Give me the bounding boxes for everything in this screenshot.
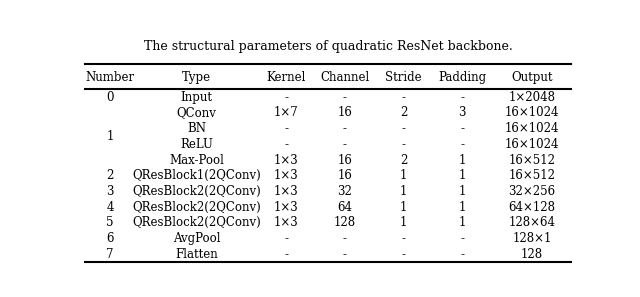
Text: Flatten: Flatten xyxy=(175,248,218,261)
Text: QResBlock2(2QConv): QResBlock2(2QConv) xyxy=(132,200,261,214)
Text: 3: 3 xyxy=(106,185,114,198)
Text: Number: Number xyxy=(86,71,134,84)
Text: -: - xyxy=(343,248,347,261)
Text: 1: 1 xyxy=(458,185,466,198)
Text: 1×3: 1×3 xyxy=(274,200,298,214)
Text: 1: 1 xyxy=(106,130,114,143)
Text: Kernel: Kernel xyxy=(266,71,306,84)
Text: 128: 128 xyxy=(333,216,356,229)
Text: -: - xyxy=(343,122,347,135)
Text: 128×1: 128×1 xyxy=(512,232,552,245)
Text: 1: 1 xyxy=(458,154,466,167)
Text: 32×256: 32×256 xyxy=(508,185,556,198)
Text: -: - xyxy=(401,232,405,245)
Text: 1: 1 xyxy=(400,216,407,229)
Text: -: - xyxy=(460,232,464,245)
Text: -: - xyxy=(401,138,405,151)
Text: 16: 16 xyxy=(337,154,352,167)
Text: 2: 2 xyxy=(106,169,114,182)
Text: 1: 1 xyxy=(458,200,466,214)
Text: Input: Input xyxy=(180,91,212,104)
Text: -: - xyxy=(401,122,405,135)
Text: 1: 1 xyxy=(400,169,407,182)
Text: 7: 7 xyxy=(106,248,114,261)
Text: 2: 2 xyxy=(400,106,407,119)
Text: Stride: Stride xyxy=(385,71,422,84)
Text: Type: Type xyxy=(182,71,211,84)
Text: 16×1024: 16×1024 xyxy=(505,122,559,135)
Text: 0: 0 xyxy=(106,91,114,104)
Text: 1: 1 xyxy=(400,200,407,214)
Text: QResBlock1(2QConv): QResBlock1(2QConv) xyxy=(132,169,261,182)
Text: The structural parameters of quadratic ResNet backbone.: The structural parameters of quadratic R… xyxy=(143,40,513,53)
Text: -: - xyxy=(343,138,347,151)
Text: -: - xyxy=(284,122,288,135)
Text: 1×3: 1×3 xyxy=(274,154,298,167)
Text: QConv: QConv xyxy=(177,106,217,119)
Text: 1×3: 1×3 xyxy=(274,216,298,229)
Text: -: - xyxy=(284,91,288,104)
Text: 2: 2 xyxy=(400,154,407,167)
Text: -: - xyxy=(343,91,347,104)
Text: BN: BN xyxy=(188,122,206,135)
Text: 5: 5 xyxy=(106,216,114,229)
Text: -: - xyxy=(401,91,405,104)
Text: 6: 6 xyxy=(106,232,114,245)
Text: 1×3: 1×3 xyxy=(274,185,298,198)
Text: -: - xyxy=(284,138,288,151)
Text: Padding: Padding xyxy=(438,71,486,84)
Text: ReLU: ReLU xyxy=(180,138,213,151)
Text: AvgPool: AvgPool xyxy=(173,232,220,245)
Text: Output: Output xyxy=(511,71,553,84)
Text: -: - xyxy=(284,232,288,245)
Text: QResBlock2(2QConv): QResBlock2(2QConv) xyxy=(132,216,261,229)
Text: 16×1024: 16×1024 xyxy=(505,106,559,119)
Text: -: - xyxy=(460,122,464,135)
Text: 16: 16 xyxy=(337,169,352,182)
Text: 1×7: 1×7 xyxy=(274,106,298,119)
Text: -: - xyxy=(460,138,464,151)
Text: -: - xyxy=(460,248,464,261)
Text: 16: 16 xyxy=(337,106,352,119)
Text: Max-Pool: Max-Pool xyxy=(169,154,224,167)
Text: 3: 3 xyxy=(458,106,466,119)
Text: 1: 1 xyxy=(400,185,407,198)
Text: 32: 32 xyxy=(337,185,352,198)
Text: -: - xyxy=(284,248,288,261)
Text: 128: 128 xyxy=(521,248,543,261)
Text: 64: 64 xyxy=(337,200,352,214)
Text: Channel: Channel xyxy=(320,71,369,84)
Text: 16×512: 16×512 xyxy=(508,169,556,182)
Text: 128×64: 128×64 xyxy=(508,216,556,229)
Text: 1×3: 1×3 xyxy=(274,169,298,182)
Text: 1: 1 xyxy=(458,169,466,182)
Text: 1: 1 xyxy=(458,216,466,229)
Text: 16×512: 16×512 xyxy=(508,154,556,167)
Text: -: - xyxy=(343,232,347,245)
Text: 4: 4 xyxy=(106,200,114,214)
Text: 1×2048: 1×2048 xyxy=(508,91,556,104)
Text: 64×128: 64×128 xyxy=(508,200,556,214)
Text: QResBlock2(2QConv): QResBlock2(2QConv) xyxy=(132,185,261,198)
Text: -: - xyxy=(460,91,464,104)
Text: 16×1024: 16×1024 xyxy=(505,138,559,151)
Text: -: - xyxy=(401,248,405,261)
